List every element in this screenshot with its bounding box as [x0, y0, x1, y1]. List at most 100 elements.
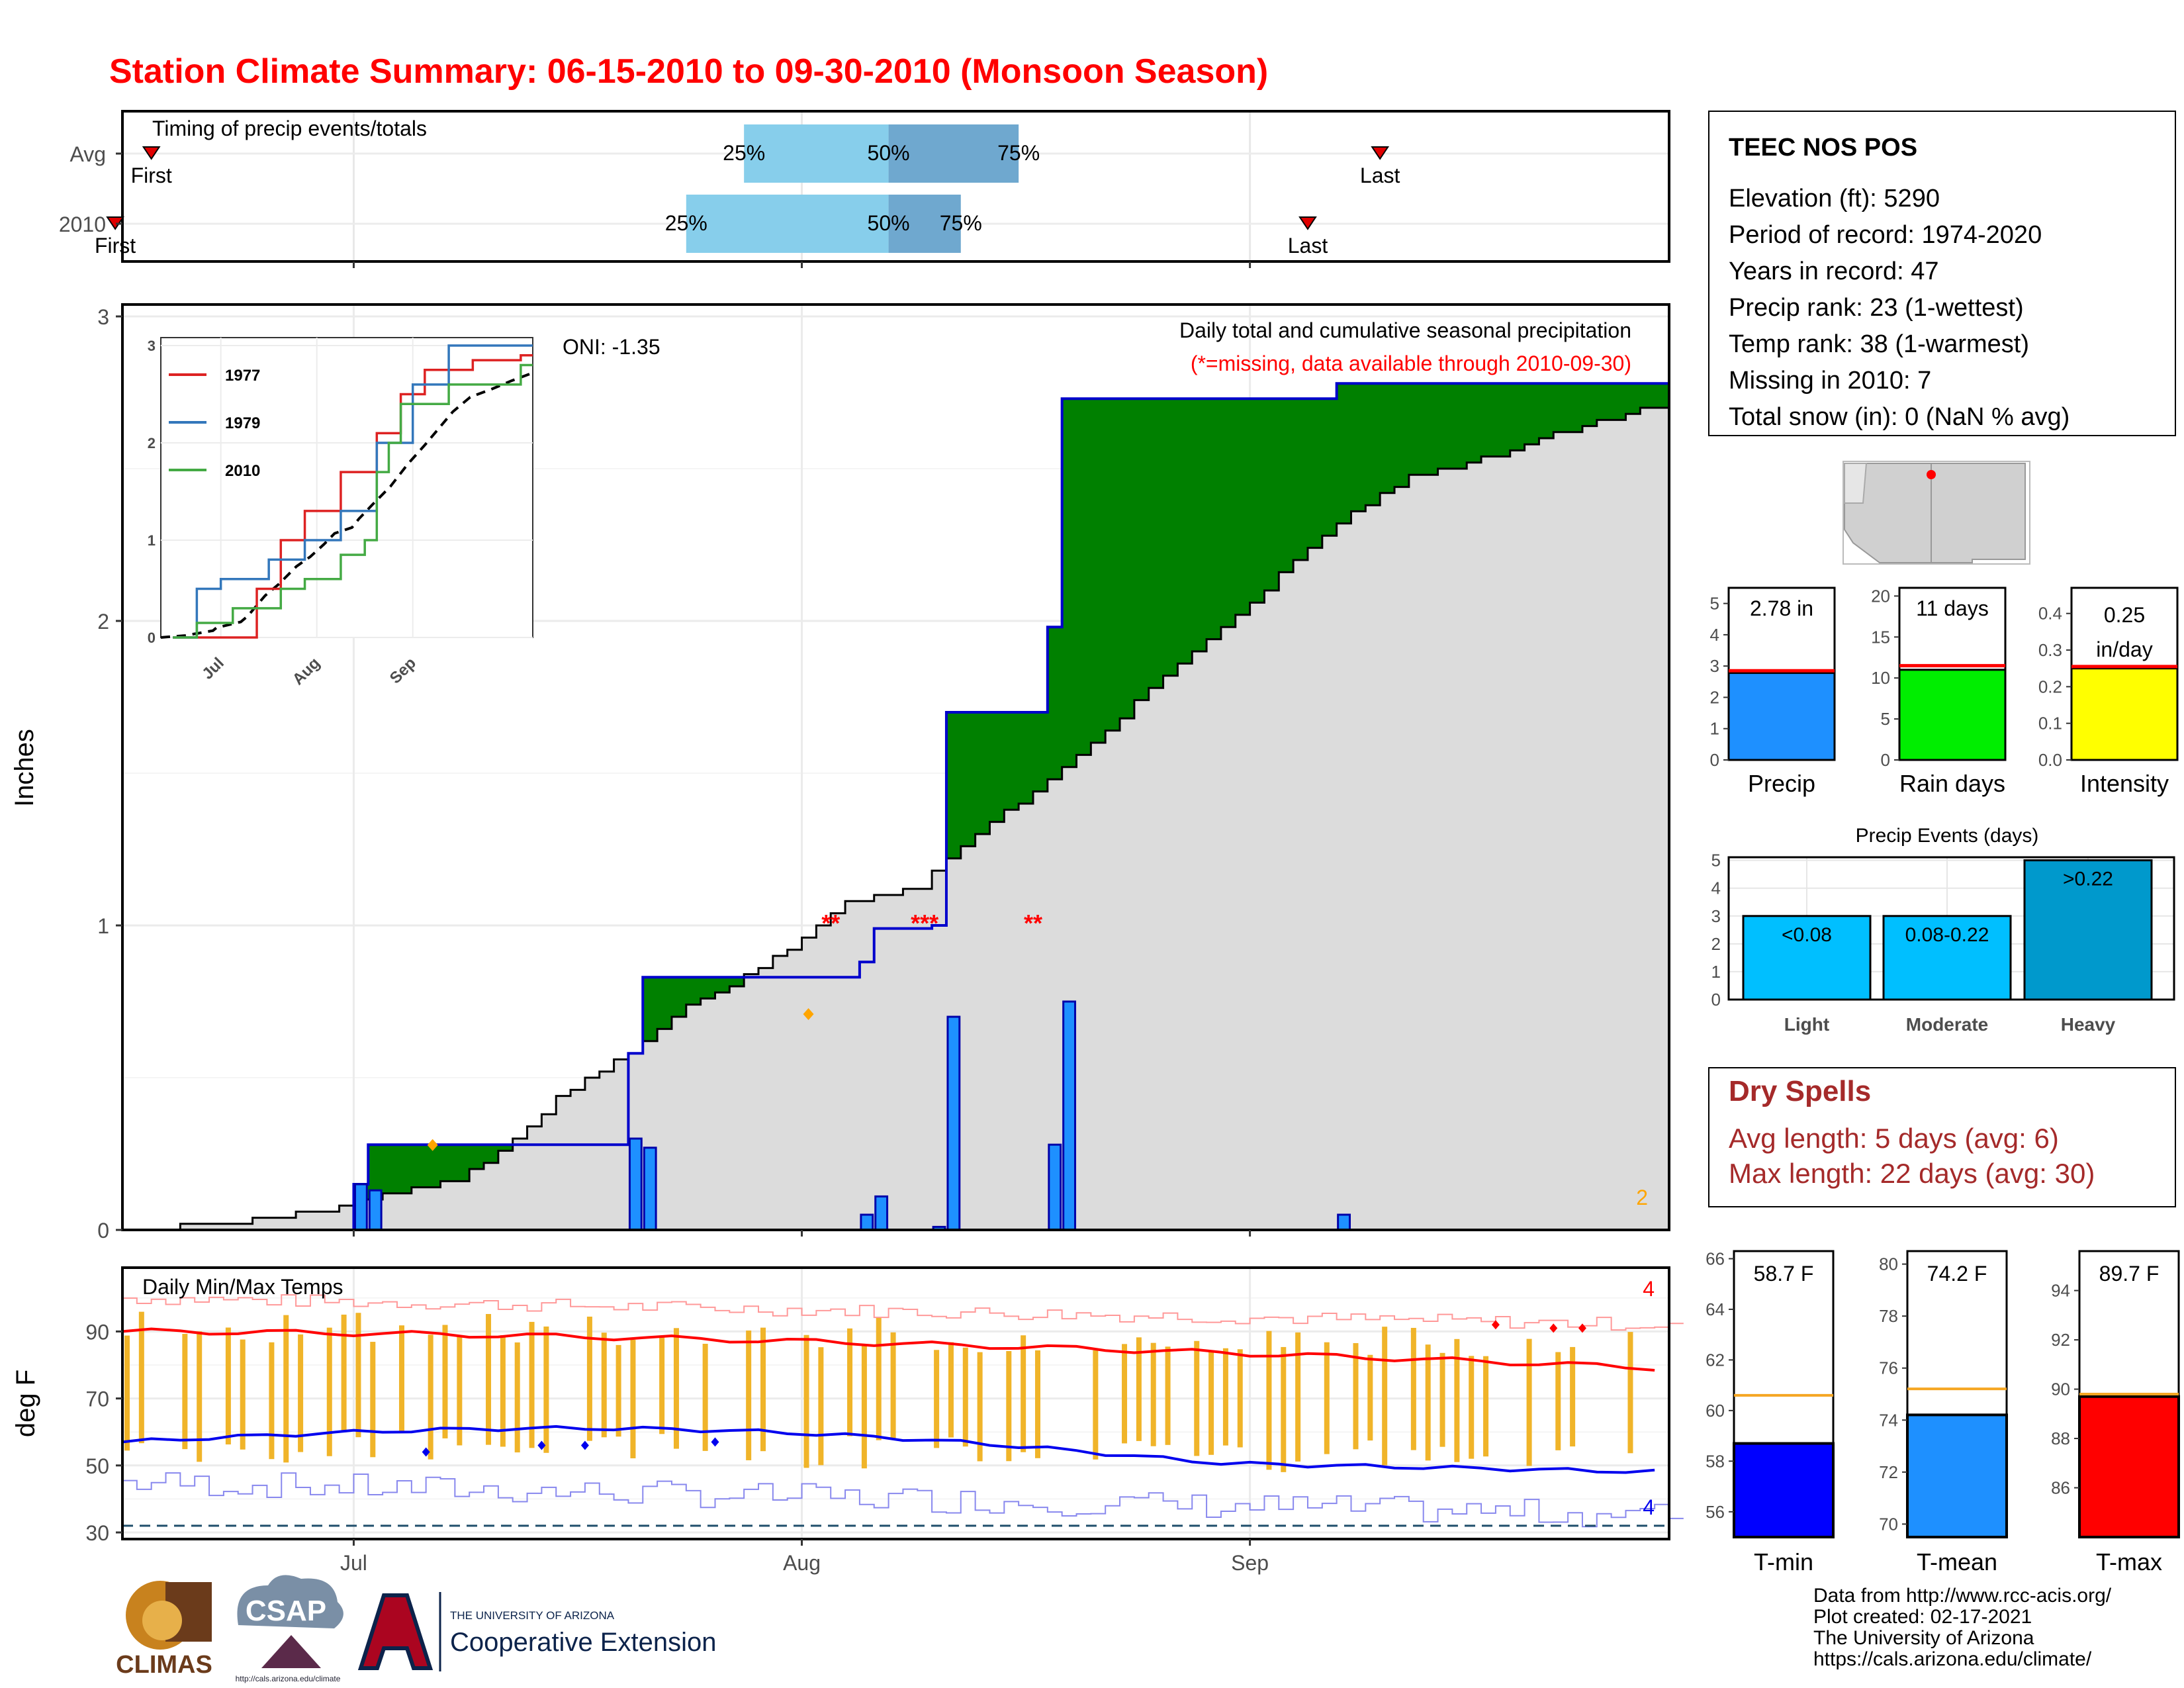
above-average-fill [715, 977, 730, 993]
stat-bar-value [1727, 672, 1836, 761]
timing-row-label: 2010 [59, 212, 106, 236]
daily-temp-range-bar [457, 1336, 463, 1446]
daily-temp-range-bar [861, 1345, 867, 1469]
csap-logo[interactable]: CSAP http://cals.arizona.edu/climate [236, 1575, 343, 1683]
temp-stat-tick-label: 80 [1879, 1254, 1898, 1274]
daily-temp-range-bar [1295, 1332, 1301, 1462]
temp-stat-value-label: 74.2 F [1927, 1262, 1987, 1286]
month-tick-label: Jul [340, 1551, 367, 1575]
events-bar-range: 0.08-0.22 [1905, 924, 1989, 946]
timing-first-label: First [131, 164, 172, 187]
daily-temp-range-bar [1165, 1346, 1171, 1445]
above-average-fill [1148, 399, 1164, 688]
daily-precip-bar [643, 1147, 657, 1231]
above-average-fill [1553, 383, 1569, 432]
month-tick-label: Sep [1231, 1551, 1269, 1575]
avg-min-temp-line [122, 1425, 1655, 1474]
timing-first-label: First [95, 234, 136, 258]
above-average-fill [686, 977, 702, 1005]
daily-temp-range-bar [370, 1342, 376, 1458]
inset-legend-label: 2010 [225, 462, 260, 480]
daily-temp-range-bar [586, 1316, 592, 1441]
temp-stat-tick-label: 56 [1706, 1502, 1725, 1522]
above-average-fill [1279, 399, 1294, 573]
climas-inner-icon [142, 1601, 182, 1640]
season-temperature-bars: 56 58 60 62 64 66 58.7 F T-min 70 72 74 76 78 80 74.2 … [1706, 1248, 2180, 1575]
timing-panel: Timing of precip events/totals 25% 50% 75%… [59, 110, 1670, 268]
temp-stat-value-label: 58.7 F [1754, 1262, 1814, 1286]
record-high-line [122, 1294, 1684, 1331]
csap-cloud-icon [237, 1575, 343, 1628]
missing-data-marker: ** [821, 910, 840, 937]
above-average-fill [1004, 712, 1019, 810]
month-tick-label: Aug [783, 1551, 821, 1575]
timing-last-marker-icon [1371, 146, 1390, 160]
daily-precip-bar [874, 1195, 889, 1231]
temp-panel-title: Daily Min/Max Temps [142, 1275, 343, 1299]
credit-data-source: Data from http://www.rcc-acis.org/ [1813, 1585, 2112, 1607]
dry-spells-frame [1708, 1067, 2176, 1207]
daily-temp-range-bar [1266, 1331, 1272, 1470]
missing-data-marker: ** [1024, 910, 1042, 937]
record-high-marker [1491, 1320, 1500, 1330]
above-average-fill [1047, 627, 1063, 780]
record-low-marker [580, 1440, 589, 1450]
climas-logo[interactable]: CLIMAS [116, 1581, 212, 1679]
stat-bar-label: Intensity [2080, 770, 2169, 797]
above-average-fill [1336, 383, 1351, 524]
dry-spells-title: Dry Spells [1729, 1075, 1871, 1107]
above-average-fill [946, 712, 962, 859]
daily-temp-range-bar [746, 1330, 752, 1460]
station-location-marker [1927, 470, 1936, 479]
logos: CLIMAS CSAP http://cals.arizona.edu/clim… [116, 1575, 716, 1683]
timing-q25-label: 25% [723, 141, 765, 165]
temp-stat-label: T-min [1754, 1548, 1813, 1575]
station-frame [1708, 111, 2176, 436]
temp-stat-tick-label: 94 [2051, 1281, 2070, 1301]
events-y-tick-label: 3 [1711, 906, 1721, 926]
temp-stat-bar [2078, 1395, 2180, 1538]
above-average-fill [1351, 383, 1366, 512]
temp-stat-tick-label: 58 [1706, 1451, 1725, 1471]
daily-precip-bar [1048, 1143, 1062, 1231]
temp-panel: deg F Daily Min/Max Temps 4 4 30 50 70 90 Jul Au… [11, 1266, 1684, 1575]
daily-temp-range-bar [1469, 1356, 1475, 1459]
daily-precip-bar [368, 1189, 383, 1231]
above-average-fill [643, 977, 658, 1041]
california-shape [1844, 463, 1868, 504]
stat-bar-tick-label: 4 [1710, 625, 1719, 645]
events-y-tick-label: 5 [1711, 851, 1721, 870]
record-low-marker [711, 1437, 719, 1447]
precip-events-chart: Precip Events (days) 0 1 2 3 4 5 <0.08 Light 0.0… [1711, 825, 2175, 1035]
events-frame [1727, 856, 2175, 1001]
daily-temp-range-bar [1136, 1337, 1142, 1441]
daily-temp-range-bar [269, 1342, 275, 1460]
temp-stat-tick-label: 86 [2051, 1478, 2070, 1498]
daily-temp-range-bar [847, 1328, 853, 1436]
climas-wordmark: CLIMAS [116, 1651, 212, 1679]
stat-bar-unit-label: in/day [2096, 637, 2152, 661]
credit-url: https://cals.arizona.edu/climate/ [1813, 1648, 2092, 1670]
stat-bar-tick-label: 1 [1710, 719, 1719, 739]
precip-panel: Inches ** *** **Daily total and cumulative… [10, 303, 1670, 1243]
stat-bar-label: Precip [1748, 770, 1815, 797]
precip-caption: Daily total and cumulative seasonal prec… [1179, 318, 1631, 342]
ua-logo[interactable]: THE UNIVERSITY OF ARIZONA Cooperative Ex… [357, 1592, 716, 1671]
csap-wordmark: CSAP [246, 1595, 326, 1627]
daily-temp-range-bar [1093, 1350, 1099, 1460]
daily-temp-range-bar [803, 1335, 809, 1468]
timing-row-label: Avg [69, 142, 106, 166]
daily-temp-range-bar [124, 1335, 130, 1451]
above-average-fill [1394, 383, 1410, 487]
timing-first-marker-icon [142, 146, 161, 160]
daily-temp-range-bar [1367, 1354, 1373, 1441]
daily-temp-range-bar [1237, 1349, 1243, 1448]
daily-temp-range-bar [341, 1314, 347, 1432]
daily-temp-range-bar [1410, 1327, 1416, 1450]
daily-temp-range-bar [514, 1342, 520, 1453]
daily-temp-range-bar [1454, 1338, 1460, 1462]
station-missing: Missing in 2010: 7 [1729, 367, 1931, 395]
locator-map [1843, 461, 2030, 565]
above-average-fill [989, 712, 1005, 822]
above-average-fill [1380, 383, 1395, 493]
